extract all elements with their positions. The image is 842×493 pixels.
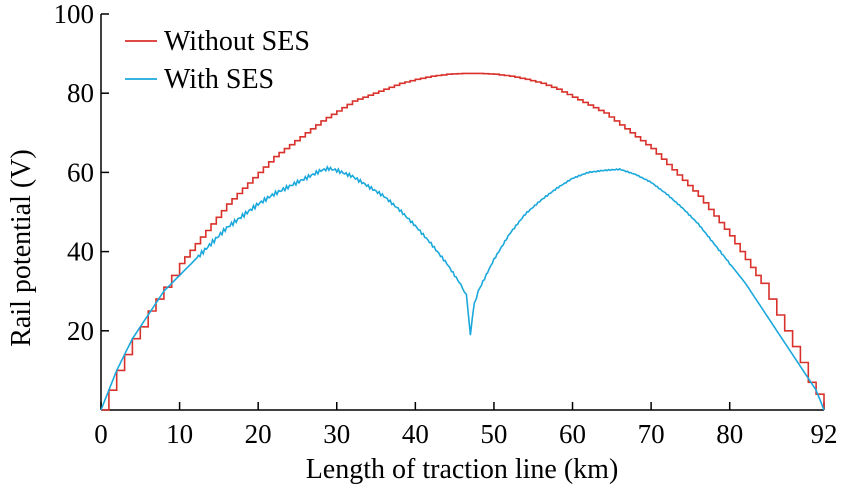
y-tick-label: 60 [67,157,94,187]
legend: Without SES With SES [125,26,310,95]
x-tick-label: 80 [716,419,743,449]
x-tick-label: 92 [811,419,838,449]
axes: 20 40 60 80 100 0 10 20 30 40 50 60 70 80 92 [54,0,838,449]
y-tick-label: 80 [67,78,94,108]
x-tick-label: 60 [559,419,586,449]
x-tick-label: 0 [94,419,108,449]
legend-label-2: With SES [164,64,274,95]
x-tick-label: 40 [402,419,429,449]
legend-label-1: Without SES [164,26,310,57]
y-tick-label: 20 [67,316,94,346]
series-layer [100,72,825,411]
x-tick-label: 30 [323,419,350,449]
x-tick-label: 10 [166,419,193,449]
y-axis-label: Rail potential (V) [6,149,37,347]
x-tick-label: 50 [480,419,507,449]
y-tick-label: 100 [54,0,95,29]
y-tick-label: 40 [67,237,94,267]
x-axis-label: Length of traction line (km) [306,454,619,485]
x-tick-label: 20 [245,419,272,449]
series-line-1 [101,72,825,411]
x-tick-label: 70 [638,419,665,449]
series-line-2 [100,165,825,411]
